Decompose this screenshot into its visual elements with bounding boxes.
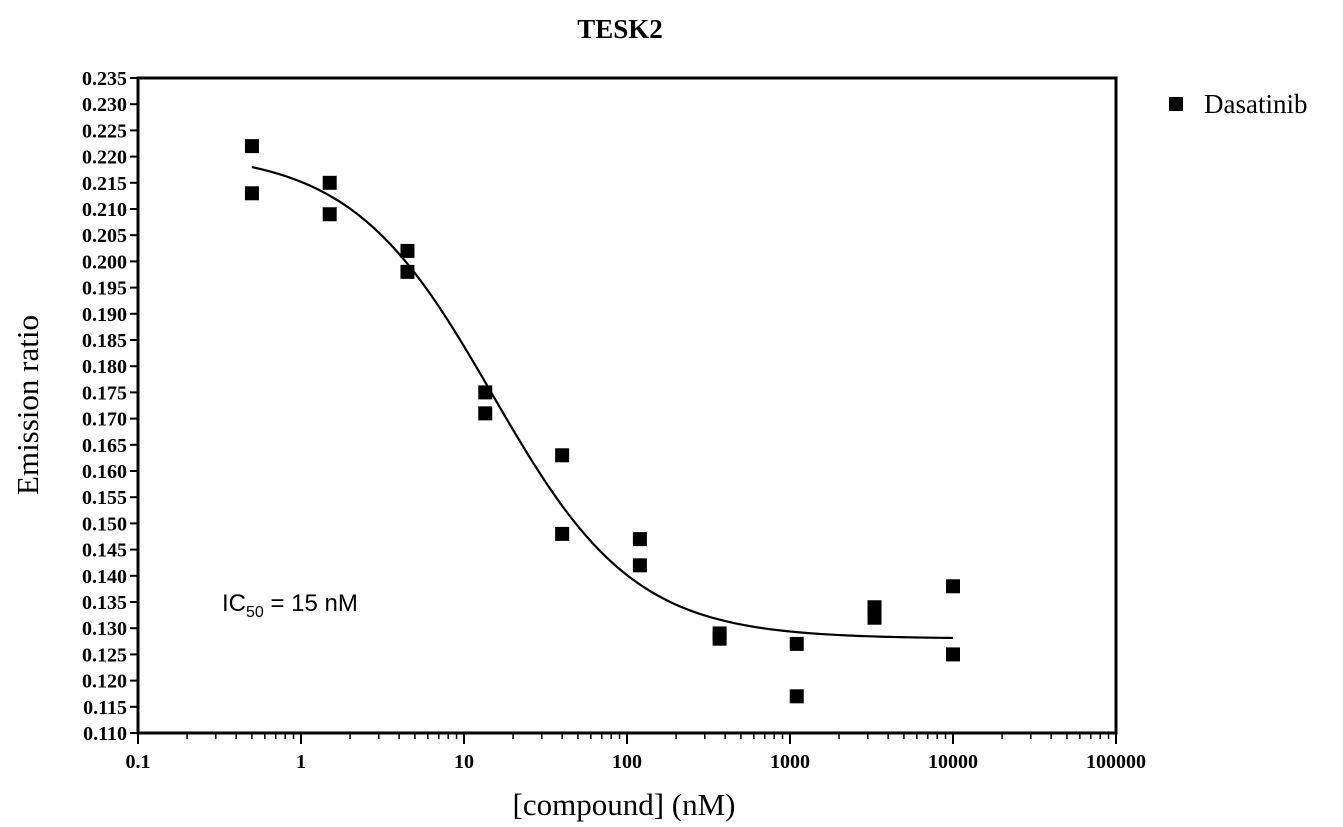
plot-frame bbox=[136, 76, 1118, 735]
y-tick-label: 0.225 bbox=[82, 120, 127, 142]
y-tick-label: 0.215 bbox=[82, 173, 127, 195]
y-tick-label: 0.110 bbox=[83, 723, 127, 745]
y-tick-label: 0.115 bbox=[83, 697, 127, 719]
y-axis: 0.110 0.115 0.120 0.125 0.130 0.135 0.140 0.145… bbox=[82, 68, 138, 745]
y-tick-label: 0.200 bbox=[82, 251, 127, 273]
data-point bbox=[322, 207, 337, 222]
y-tick-label: 0.165 bbox=[82, 435, 127, 457]
ic50-value: = 15 nM bbox=[264, 590, 358, 617]
y-tick-label: 0.220 bbox=[82, 147, 127, 169]
x-tick-label: 10 bbox=[454, 751, 474, 773]
chart-title: TESK2 bbox=[577, 14, 663, 44]
x-tick-label: 100000 bbox=[1086, 751, 1146, 773]
y-tick-label: 0.180 bbox=[82, 356, 127, 378]
y-tick-label: 0.150 bbox=[82, 513, 127, 535]
y-tick-label: 0.135 bbox=[82, 592, 127, 614]
data-point bbox=[555, 526, 570, 541]
x-axis-label: [compound] (nM) bbox=[513, 787, 736, 822]
y-tick-label: 0.185 bbox=[82, 330, 127, 352]
x-tick-label: 0.1 bbox=[126, 751, 151, 773]
y-tick-label: 0.235 bbox=[82, 68, 127, 90]
data-point bbox=[789, 689, 804, 704]
legend: Dasatinib bbox=[1169, 89, 1307, 119]
data-point bbox=[946, 579, 960, 594]
data-point bbox=[400, 264, 415, 279]
y-tick-label: 0.205 bbox=[82, 225, 127, 247]
y-tick-label: 0.155 bbox=[82, 487, 127, 509]
data-point bbox=[867, 610, 882, 625]
y-tick-label: 0.145 bbox=[82, 540, 127, 562]
x-axis: 0.1 1 10 100 1000 10000 100000 bbox=[126, 733, 1146, 773]
data-point bbox=[244, 186, 259, 201]
x-tick-label: 100 bbox=[612, 751, 642, 773]
data-point bbox=[632, 532, 647, 547]
y-tick-label: 0.170 bbox=[82, 409, 127, 431]
ic50-annotation: IC50 = 15 nM bbox=[222, 590, 358, 621]
y-tick-label: 0.125 bbox=[82, 644, 127, 666]
y-axis-label: Emission ratio bbox=[10, 315, 45, 495]
y-tick-label: 0.140 bbox=[82, 566, 127, 588]
y-tick-label: 0.210 bbox=[82, 199, 127, 221]
data-point bbox=[478, 385, 493, 400]
legend-marker-dasatinib bbox=[1169, 97, 1183, 111]
x-tick-label: 1 bbox=[296, 751, 306, 773]
data-point bbox=[400, 243, 415, 258]
data-point bbox=[244, 139, 259, 154]
data-point bbox=[322, 175, 337, 190]
y-tick-label: 0.120 bbox=[82, 671, 127, 693]
x-tick-label: 10000 bbox=[928, 751, 978, 773]
y-tick-label: 0.130 bbox=[82, 618, 127, 640]
ic50-subscript: 50 bbox=[246, 604, 264, 621]
data-point bbox=[478, 406, 493, 421]
y-tick-label: 0.160 bbox=[82, 461, 127, 483]
data-point bbox=[789, 636, 804, 651]
data-point bbox=[555, 448, 570, 463]
y-tick-label: 0.195 bbox=[82, 278, 127, 300]
data-point bbox=[946, 647, 960, 662]
data-points bbox=[244, 139, 960, 704]
data-point bbox=[712, 631, 727, 646]
y-tick-label: 0.175 bbox=[82, 382, 127, 404]
y-tick-label: 0.190 bbox=[82, 304, 127, 326]
legend-label-dasatinib: Dasatinib bbox=[1204, 89, 1307, 119]
x-tick-label: 1000 bbox=[770, 751, 810, 773]
data-point bbox=[632, 558, 647, 573]
ic50-prefix: IC bbox=[222, 590, 246, 617]
y-tick-label: 0.230 bbox=[82, 94, 127, 116]
fit-curve bbox=[251, 166, 954, 640]
